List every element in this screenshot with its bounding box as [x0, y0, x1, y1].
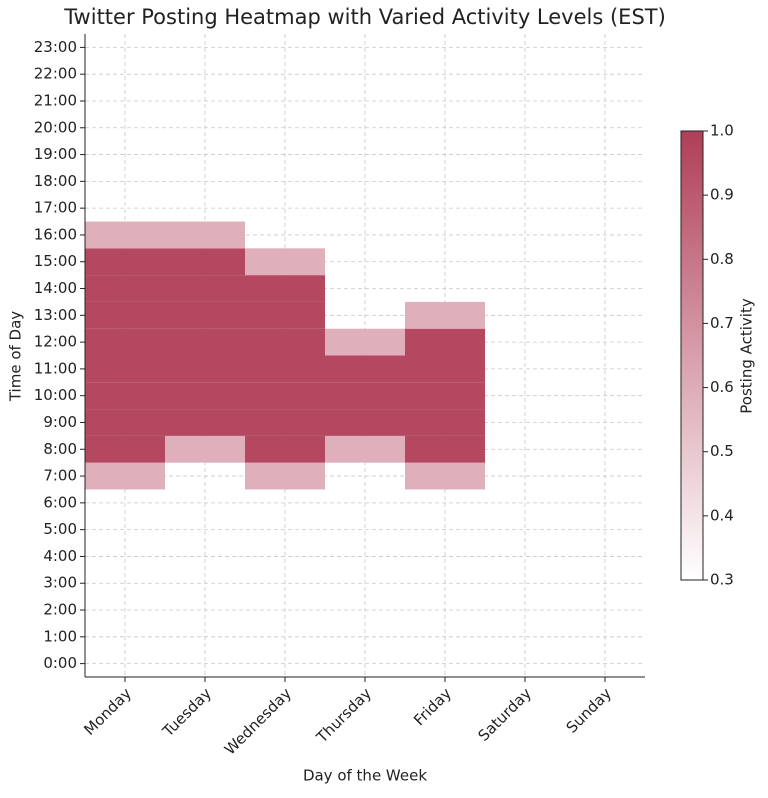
heat-cell — [245, 435, 325, 463]
heat-cell — [325, 328, 405, 356]
colorbar-tick-label: 0.5 — [710, 442, 734, 460]
heat-cell — [165, 382, 245, 410]
y-tick-label: 17:00 — [34, 199, 77, 217]
heat-cell — [245, 409, 325, 436]
heat-cell — [325, 355, 405, 383]
y-tick-label: 20:00 — [34, 118, 77, 136]
colorbar-tick-label: 1.0 — [710, 122, 734, 140]
x-tick-label: Wednesday — [221, 684, 295, 758]
y-tick-label: 15:00 — [34, 252, 77, 270]
colorbar-tick-label: 0.8 — [710, 250, 734, 268]
colorbar-tick-label: 0.4 — [710, 506, 734, 524]
x-tick-label: Thursday — [312, 684, 375, 747]
y-tick-label: 11:00 — [34, 359, 77, 377]
heat-cell — [405, 462, 485, 490]
y-tick-label: 0:00 — [43, 654, 77, 672]
heat-cell — [85, 328, 165, 356]
heat-cell — [85, 248, 165, 276]
heat-cell — [165, 301, 245, 329]
y-axis-label: Time of Day — [7, 311, 25, 402]
x-tick-label: Monday — [80, 684, 135, 739]
heat-cell — [325, 409, 405, 436]
y-tick-label: 1:00 — [43, 627, 77, 645]
y-tick-label: 19:00 — [34, 145, 77, 163]
colorbar-tick-label: 0.9 — [710, 186, 734, 204]
heat-cell — [325, 435, 405, 463]
heat-cell — [85, 355, 165, 383]
heat-cell — [165, 409, 245, 436]
heat-cell — [405, 301, 485, 329]
y-tick-label: 3:00 — [43, 574, 77, 592]
y-tick-label: 13:00 — [34, 306, 77, 324]
y-tick-label: 9:00 — [43, 413, 77, 431]
x-tick-label: Friday — [410, 684, 455, 729]
heat-cell — [245, 275, 325, 302]
y-tick-label: 6:00 — [43, 493, 77, 511]
heat-cell — [165, 275, 245, 302]
heat-cell — [325, 382, 405, 410]
heat-cell — [405, 355, 485, 383]
heat-cell — [165, 221, 245, 249]
heat-cell — [245, 355, 325, 383]
heat-cell — [165, 328, 245, 356]
y-tick-label: 23:00 — [34, 38, 77, 56]
colorbar-tick-label: 0.7 — [710, 314, 734, 332]
colorbar — [680, 130, 704, 581]
colorbar-tick-label: 0.3 — [710, 571, 734, 589]
y-tick-label: 5:00 — [43, 520, 77, 538]
heat-cell — [245, 328, 325, 356]
x-axis-label: Day of the Week — [303, 767, 427, 785]
heat-cell — [165, 248, 245, 276]
heat-cell — [405, 382, 485, 410]
x-tick-label: Tuesday — [158, 684, 215, 741]
x-tick-label: Saturday — [474, 684, 535, 745]
colorbar-tick-label: 0.6 — [710, 378, 734, 396]
heat-cell — [405, 409, 485, 436]
heat-cell — [245, 382, 325, 410]
heat-cell — [85, 221, 165, 249]
heat-cell — [85, 462, 165, 490]
y-tick-label: 21:00 — [34, 91, 77, 109]
heat-cell — [85, 435, 165, 463]
y-tick-label: 14:00 — [34, 279, 77, 297]
heat-cell — [85, 382, 165, 410]
heat-cell — [245, 248, 325, 276]
heat-cell — [85, 275, 165, 302]
x-tick-label: Sunday — [563, 684, 616, 737]
y-tick-label: 18:00 — [34, 172, 77, 190]
heat-cell — [165, 355, 245, 383]
y-tick-label: 22:00 — [34, 65, 77, 83]
y-tick-label: 16:00 — [34, 225, 77, 243]
heat-cell — [165, 435, 245, 463]
y-tick-label: 8:00 — [43, 440, 77, 458]
heat-cell — [405, 328, 485, 356]
heat-cell — [85, 301, 165, 329]
heat-cell — [405, 435, 485, 463]
y-tick-label: 12:00 — [34, 333, 77, 351]
y-tick-label: 2:00 — [43, 601, 77, 619]
y-tick-label: 4:00 — [43, 547, 77, 565]
chart-title: Twitter Posting Heatmap with Varied Acti… — [63, 5, 666, 29]
heat-cell — [245, 301, 325, 329]
heat-cell — [245, 462, 325, 490]
y-tick-label: 7:00 — [43, 467, 77, 485]
colorbar-label: Posting Activity — [738, 298, 756, 414]
y-tick-label: 10:00 — [34, 386, 77, 404]
heat-cell — [85, 409, 165, 436]
